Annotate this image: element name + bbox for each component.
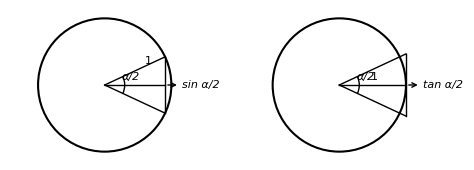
Text: tan α/2: tan α/2 [423, 80, 463, 90]
Text: 1: 1 [145, 56, 152, 66]
Text: 1: 1 [371, 72, 377, 82]
Text: sin α/2: sin α/2 [182, 80, 219, 90]
Text: α/2: α/2 [356, 72, 374, 82]
Text: α/2: α/2 [122, 72, 140, 82]
